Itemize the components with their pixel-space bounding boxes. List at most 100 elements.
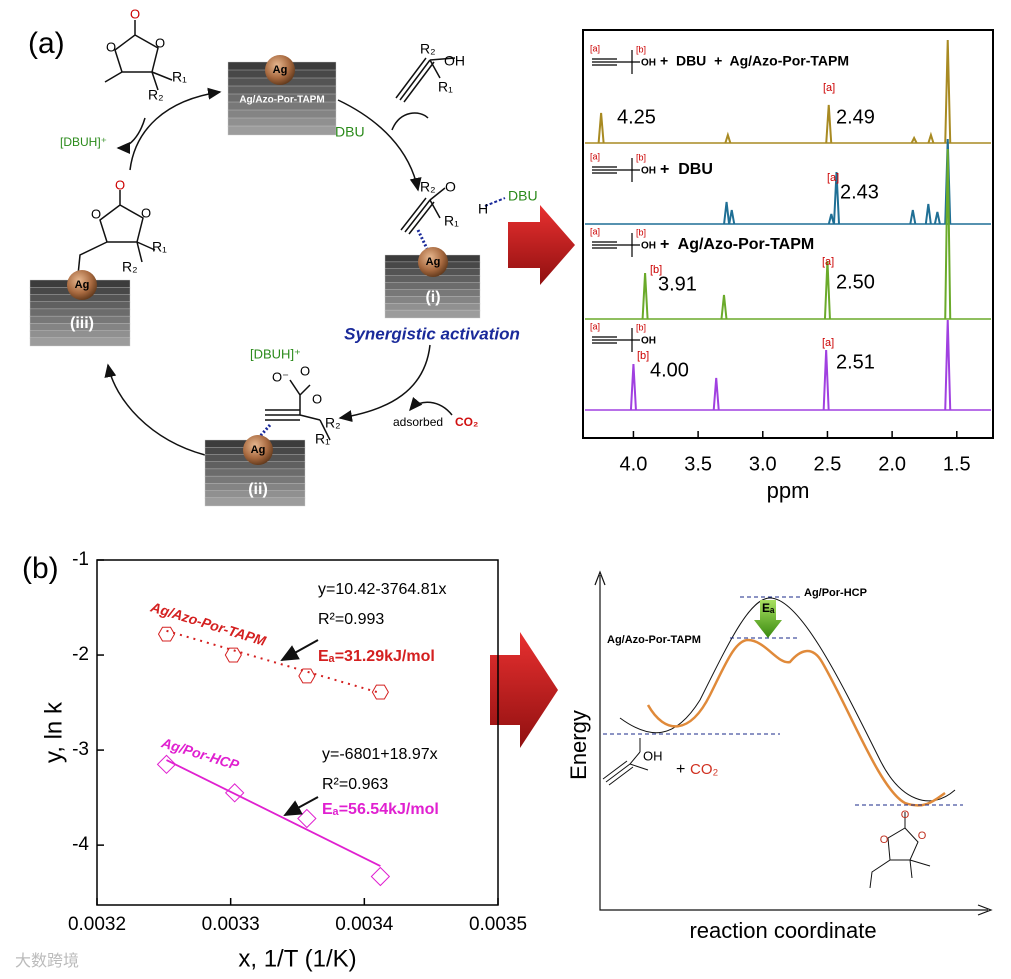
label: 2.49	[836, 106, 875, 128]
peak	[933, 211, 941, 225]
peak	[927, 131, 935, 144]
label: 0.0032	[68, 914, 126, 935]
label: 4.00	[650, 359, 689, 381]
bond	[104, 20, 173, 91]
big-arrow	[490, 632, 558, 748]
layer	[204, 468, 306, 478]
label: O	[445, 179, 456, 195]
label: OH	[643, 748, 663, 763]
label: R₁	[444, 213, 459, 229]
label: R₂	[420, 41, 436, 57]
label: 2.0	[878, 453, 906, 475]
catalytic-cycle	[77, 20, 506, 456]
label: 1.5	[943, 453, 971, 475]
label: Energy	[566, 710, 591, 780]
label: [a]	[827, 172, 839, 184]
cycle-arrow	[337, 99, 422, 192]
label: R²=0.993	[318, 611, 384, 628]
label: 4.25	[617, 106, 656, 128]
label: Eₐ=31.29kJ/mol	[318, 648, 435, 665]
label: O	[91, 206, 101, 221]
peak	[823, 260, 831, 320]
label: Synergistic activation	[344, 324, 520, 343]
label: + DBU	[660, 161, 713, 178]
label: -1	[72, 549, 89, 570]
label: O	[130, 6, 140, 21]
label: [DBUH]⁺	[60, 135, 107, 149]
label: -4	[72, 834, 89, 855]
label: CO₂	[690, 761, 719, 778]
label: 0.0034	[335, 914, 394, 935]
ea-arrow	[754, 600, 782, 638]
peak	[825, 104, 833, 144]
label: R₂	[325, 415, 341, 431]
label: Ag	[426, 256, 441, 268]
label: (iii)	[70, 315, 94, 332]
label: OH	[444, 53, 465, 69]
peak	[910, 135, 918, 144]
peak	[822, 349, 830, 411]
layer	[384, 309, 481, 319]
label: Ag	[273, 64, 288, 76]
layer	[29, 337, 131, 347]
point	[297, 808, 317, 829]
label: 2.50	[836, 271, 875, 293]
label: R₁	[172, 69, 187, 85]
point	[224, 647, 242, 663]
label: O	[106, 39, 116, 54]
label: adsorbed	[393, 415, 443, 429]
layer	[227, 85, 337, 96]
label: R₁	[315, 431, 330, 447]
label: O	[300, 363, 310, 378]
plot-frame	[96, 559, 499, 906]
ag-particle	[243, 435, 273, 465]
peak	[909, 209, 917, 225]
label: O	[880, 834, 889, 846]
label: R₁	[152, 239, 167, 255]
point	[298, 668, 316, 684]
label: R²=0.963	[322, 776, 388, 793]
bond	[400, 187, 446, 235]
label: [a]	[590, 151, 600, 161]
point	[224, 783, 245, 803]
panel-label: (a)	[28, 27, 65, 60]
h-bond	[484, 197, 506, 207]
layer	[227, 109, 337, 120]
label: O	[901, 809, 910, 821]
sub-arrow	[116, 117, 146, 154]
label: [b]	[637, 350, 649, 362]
label: O	[115, 177, 125, 192]
label: 2.43	[840, 181, 879, 203]
bond	[617, 328, 640, 352]
bond	[617, 50, 640, 74]
label: [b]	[636, 227, 646, 237]
label: Ag/Por-HCP	[804, 587, 867, 599]
label: -2	[72, 644, 89, 665]
label: DBU	[335, 124, 365, 140]
label: O	[312, 391, 322, 406]
label: [b]	[636, 152, 646, 162]
peak	[944, 39, 952, 144]
label: 3.5	[684, 453, 712, 475]
cycle-arrow	[338, 344, 431, 423]
label: + Ag/Azo-Por-TAPM	[660, 236, 814, 253]
label: 2.5	[814, 453, 842, 475]
layer	[29, 301, 131, 311]
pointer	[280, 639, 319, 661]
label: Ag	[251, 444, 266, 456]
label: Ag/Azo-Por-TAPM	[239, 95, 324, 106]
panel-label: (b)	[22, 552, 59, 585]
label: 2.51	[836, 351, 875, 373]
peak	[924, 203, 932, 225]
label: O⁻	[272, 369, 289, 384]
label: 4.0	[620, 453, 648, 475]
pointer	[283, 796, 319, 816]
molecule	[869, 812, 931, 889]
profile-uncatalyzed	[619, 597, 956, 802]
label: [a]	[823, 82, 835, 94]
label: Ag	[75, 279, 90, 291]
peak	[724, 131, 732, 144]
point	[156, 754, 177, 775]
peak	[944, 148, 952, 320]
